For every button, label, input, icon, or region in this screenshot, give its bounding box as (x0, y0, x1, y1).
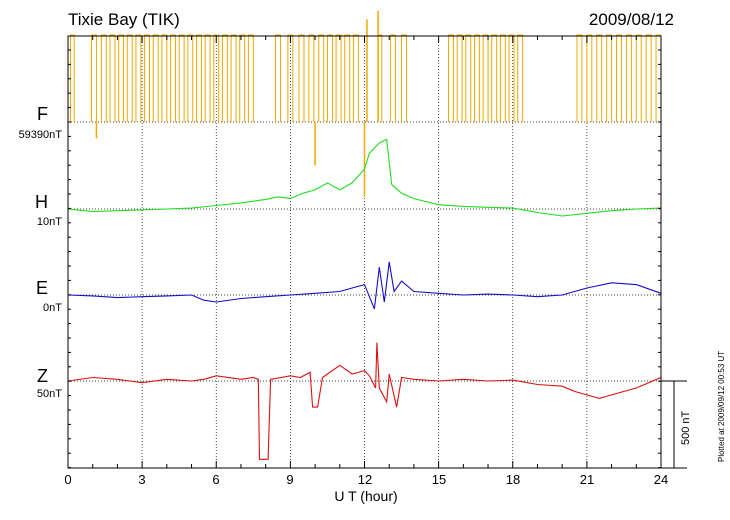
x-tick-label: 24 (653, 472, 669, 487)
station-title: Tixie Bay (TIK) (68, 10, 180, 29)
series-label-f: F (37, 104, 48, 124)
f-pulse (318, 34, 325, 122)
x-tick-label: 12 (357, 472, 373, 487)
f-pulse (287, 34, 294, 122)
f-pulse (625, 34, 632, 122)
f-pulse (152, 34, 159, 122)
f-pulse (645, 34, 652, 122)
f-pulse (335, 34, 342, 122)
scale-label: 500 nT (680, 410, 692, 445)
f-pulse (170, 34, 176, 122)
f-pulse (298, 34, 305, 122)
x-tick-label: 0 (64, 472, 72, 487)
f-pulse (161, 34, 168, 122)
series-line-e (67, 261, 662, 310)
scale-bar (661, 380, 687, 469)
f-pulse (187, 34, 194, 122)
x-tick-label: 6 (212, 472, 220, 487)
f-pulse (204, 34, 211, 122)
f-pulse (126, 34, 133, 122)
f-pulse (352, 34, 359, 122)
x-tick-label: 9 (286, 472, 294, 487)
f-pulse (586, 34, 593, 122)
f-pulse (195, 34, 202, 122)
series-baseline-f: 59390nT (18, 129, 62, 141)
f-pulse (344, 34, 351, 122)
f-pulse (239, 34, 246, 122)
f-pulse (90, 34, 97, 122)
f-pulse (499, 34, 506, 122)
f-pulse (144, 34, 151, 122)
f-pulse (473, 34, 480, 122)
f-pulse (465, 34, 472, 122)
series-label-h: H (35, 192, 48, 212)
f-pulse (635, 34, 642, 122)
series-baseline-h: 10nT (36, 216, 62, 228)
grid (141, 36, 588, 468)
f-pulse (247, 34, 254, 122)
f-pulse (508, 34, 515, 122)
f-pulse (517, 34, 524, 122)
series-baseline-e: 0nT (43, 302, 62, 314)
f-pulse (69, 34, 75, 122)
f-pulse (596, 34, 603, 122)
x-tick-label: 18 (505, 472, 521, 487)
series-line-h (67, 138, 662, 217)
f-pulse (178, 34, 185, 122)
f-pulse (213, 34, 220, 122)
series-label-z: Z (37, 366, 48, 386)
f-pulse (118, 34, 125, 122)
axis-ticks (67, 36, 662, 469)
f-pulse (230, 34, 237, 122)
f-pulse (308, 34, 315, 122)
f-pulse (389, 34, 396, 122)
date-title: 2009/08/12 (588, 10, 674, 29)
f-pulse (491, 34, 498, 122)
x-tick-label: 3 (138, 472, 146, 487)
f-pulse (109, 34, 116, 122)
f-pulse (456, 34, 463, 122)
f-pulse (616, 34, 622, 122)
f-pulse (326, 34, 333, 122)
x-tick-label: 15 (431, 472, 447, 487)
f-pulse (482, 34, 489, 122)
plotted-timestamp: Plotted at 2009/09/12 00:53 UT (717, 350, 726, 462)
f-pulse (221, 34, 228, 122)
series-line-z (67, 342, 662, 460)
f-pulse (606, 34, 613, 122)
series-baseline-z: 50nT (36, 388, 62, 400)
f-pulse (100, 34, 107, 122)
f-pulse (576, 34, 583, 122)
f-pulse (448, 34, 454, 122)
series-label-e: E (35, 278, 48, 298)
f-pulse (401, 34, 408, 122)
f-pulse (135, 34, 142, 122)
f-pulse (275, 34, 281, 122)
x-axis-title: U T (hour) (334, 488, 398, 504)
x-tick-label: 21 (579, 472, 595, 487)
